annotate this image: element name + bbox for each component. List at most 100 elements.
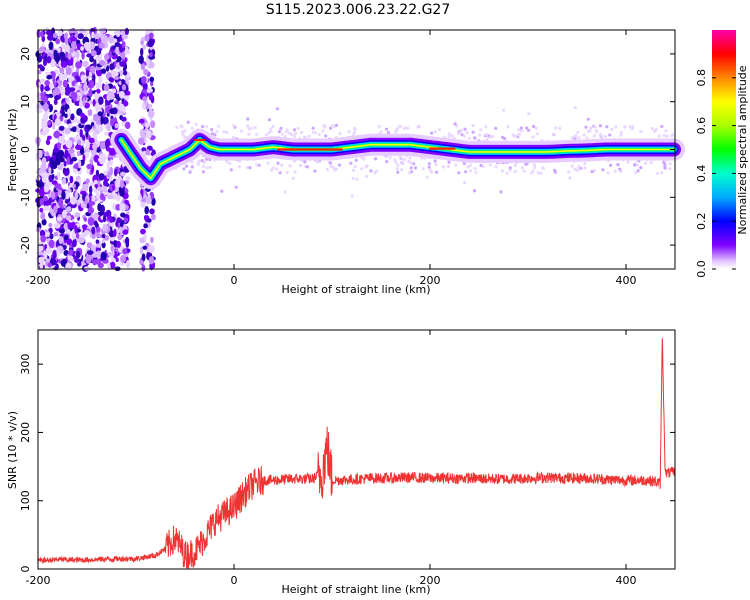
spectrogram-noise-cell bbox=[63, 235, 69, 241]
spectrogram-noise-cell bbox=[69, 175, 74, 184]
spectrogram-noise-cell bbox=[517, 128, 521, 132]
spectrogram-noise-cell bbox=[64, 36, 69, 45]
spectrogram-noise-cell bbox=[269, 127, 273, 131]
spectrogram-noise-cell bbox=[257, 163, 261, 167]
spectrogram-noise-cell bbox=[86, 163, 93, 170]
spectrogram-noise-cell bbox=[524, 162, 528, 166]
spectrogram-noise-cell bbox=[434, 163, 438, 167]
spectrogram-noise-cell bbox=[109, 218, 114, 223]
spectrogram-noise-cell bbox=[58, 189, 63, 196]
y-tick-label: 0 bbox=[19, 146, 32, 153]
spectrogram-noise-cell bbox=[292, 134, 296, 138]
spectrogram-noise-cell bbox=[92, 143, 98, 150]
spectrogram-noise-cell bbox=[140, 200, 146, 208]
spectrogram-noise-cell bbox=[65, 52, 69, 59]
spectrogram-noise-cell bbox=[506, 125, 510, 129]
spectrogram-noise-cell bbox=[269, 129, 273, 134]
spectrogram-noise-cell bbox=[649, 160, 653, 165]
spectrogram-noise-cell bbox=[210, 132, 215, 136]
spectrogram-noise-cell bbox=[300, 130, 304, 135]
spectrogram-noise-cell bbox=[53, 147, 59, 154]
spectrogram-noise-cell bbox=[534, 126, 538, 130]
spectrogram-noise-cell bbox=[200, 159, 204, 163]
spectrogram-noise-cell bbox=[180, 125, 184, 129]
spectrogram-noise-cell bbox=[75, 232, 80, 239]
spectrogram-noise-cell bbox=[337, 163, 342, 167]
spectrogram-noise-cell bbox=[109, 63, 114, 71]
spectrogram-noise-cell bbox=[465, 130, 469, 135]
spectrogram-noise-cell bbox=[245, 124, 250, 128]
spectrogram-noise-cell bbox=[99, 153, 107, 160]
spectrogram-noise-cell bbox=[290, 133, 294, 137]
colorbar-label: Normalized spectral amplitude bbox=[736, 65, 749, 234]
spectrogram-noise-cell bbox=[89, 181, 94, 187]
spectrogram-noise-cell bbox=[114, 100, 120, 105]
spectrogram-noise-cell bbox=[246, 117, 250, 121]
spectrogram-noise-cell bbox=[558, 126, 562, 131]
spectrogram-noise-cell bbox=[141, 63, 146, 70]
spectrogram-noise-cell bbox=[107, 263, 111, 271]
spectrogram-noise-cell bbox=[118, 103, 125, 112]
colorbar-tick-label: 0.8 bbox=[695, 69, 708, 87]
spectrogram-noise-cell bbox=[73, 163, 80, 170]
spectrogram-noise-cell bbox=[77, 159, 82, 169]
spectrogram-noise-cell bbox=[468, 163, 472, 167]
spectrogram-noise-cell bbox=[50, 58, 56, 68]
spectrogram-noise-cell bbox=[473, 166, 477, 171]
spectrogram-noise-cell bbox=[332, 165, 336, 170]
spectrogram-noise-cell bbox=[143, 68, 149, 76]
spectrogram-noise-cell bbox=[184, 164, 189, 168]
spectrogram-noise-cell bbox=[63, 222, 69, 231]
spectrogram-noise-cell bbox=[65, 262, 72, 271]
spectrogram-noise-cell bbox=[628, 125, 632, 129]
spectrogram-noise-cell bbox=[352, 131, 356, 135]
spectrogram-noise-cell bbox=[408, 171, 412, 175]
spectrogram-noise-cell bbox=[517, 132, 522, 137]
spectrogram-noise-cell bbox=[576, 130, 580, 134]
spectrogram-noise-cell bbox=[619, 131, 624, 135]
spectrogram-noise-cell bbox=[396, 127, 400, 131]
spectrogram-noise-cell bbox=[573, 106, 577, 110]
spectrogram-noise-cell bbox=[148, 61, 155, 69]
spectrogram-noise-cell bbox=[323, 125, 327, 129]
spectrogram-noise-cell bbox=[78, 198, 83, 204]
spectrogram-noise-cell bbox=[593, 125, 597, 129]
spectrogram-noise-cell bbox=[631, 125, 635, 129]
spectrogram-noise-cell bbox=[577, 136, 581, 140]
spectrogram-noise-cell bbox=[125, 176, 131, 181]
spectrogram-noise-cell bbox=[110, 245, 114, 252]
spectrogram-noise-cell bbox=[114, 123, 119, 129]
spectrogram-noise-cell bbox=[650, 126, 654, 131]
spectrogram-noise-cell bbox=[74, 191, 79, 200]
spectrogram-noise-cell bbox=[231, 135, 235, 139]
spectrogram-noise-cell bbox=[104, 131, 109, 136]
colorbar: 0.0 0.2 0.4 0.6 0.8 Normalized spectral ampl… bbox=[695, 30, 749, 278]
spectrogram-noise-cell bbox=[83, 84, 87, 91]
spectrogram-noise-cell bbox=[67, 123, 74, 129]
spectrogram-noise-cell bbox=[182, 167, 186, 171]
spectrogram-noise-cell bbox=[70, 196, 77, 205]
spectrogram-noise-cell bbox=[62, 73, 67, 79]
spectrogram-noise-cell bbox=[45, 247, 53, 255]
spectrogram-noise-cell bbox=[137, 137, 145, 145]
spectrogram-noise-cell bbox=[60, 60, 68, 68]
spectrogram-noise-cell bbox=[109, 261, 116, 269]
spectrogram-noise-cell bbox=[479, 163, 483, 168]
spectrogram-noise-cell bbox=[103, 179, 108, 187]
spectrogram-noise-cell bbox=[313, 131, 317, 135]
spectrogram-noise-cell bbox=[47, 34, 54, 41]
spectrogram-noise-cell bbox=[97, 111, 104, 117]
spectrogram-noise-cell bbox=[90, 194, 96, 203]
spectrogram-noise-cell bbox=[610, 127, 614, 132]
spectrogram-noise-cell bbox=[76, 119, 81, 124]
spectrogram-noise-cell bbox=[519, 129, 524, 133]
spectrogram-noise-cell bbox=[670, 132, 675, 136]
spectrogram-noise-cell bbox=[407, 160, 411, 164]
spectrogram-noise-cell bbox=[119, 188, 125, 197]
spectrogram-noise-cell bbox=[275, 167, 279, 171]
spectrogram-noise-cell bbox=[66, 228, 71, 235]
spectrogram-noise-cell bbox=[657, 134, 661, 138]
spectrogram-noise-cell bbox=[437, 128, 441, 132]
spectrogram-noise-cell bbox=[144, 122, 150, 129]
spectrogram-noise-cell bbox=[532, 124, 536, 129]
